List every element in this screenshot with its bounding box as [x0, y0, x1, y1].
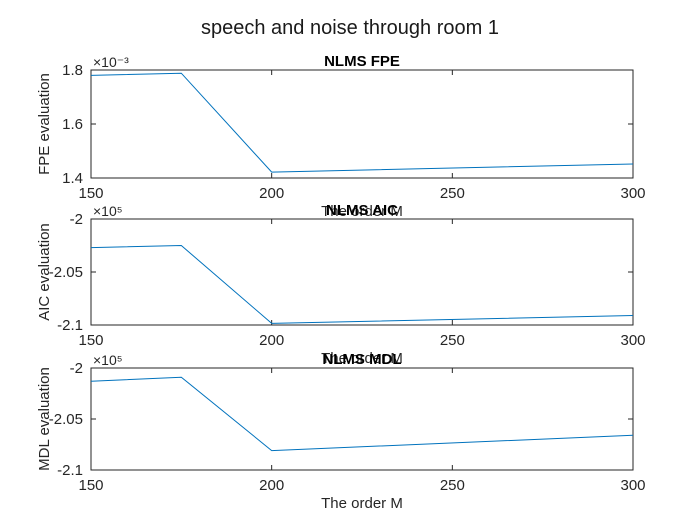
- x-tick-label: 300: [620, 332, 645, 349]
- x-tick-label: 150: [78, 477, 103, 494]
- y-tick-label: -2: [70, 360, 83, 377]
- axes-title: NLMS FPE: [324, 53, 400, 70]
- series-line: [90, 72, 634, 173]
- y-exponent-label: ×10⁵: [93, 203, 123, 219]
- y-exponent-label: ×10⁵: [93, 352, 123, 368]
- series-line: [90, 244, 634, 324]
- x-tick-label: 200: [259, 185, 284, 202]
- y-tick-label: 1.8: [62, 62, 83, 79]
- y-tick-label: -2.1: [57, 462, 83, 479]
- x-axis-label: The order M: [321, 350, 403, 367]
- series-line: [90, 376, 634, 452]
- y-axis-label: MDL evaluation: [36, 367, 53, 471]
- axes-box: [90, 367, 634, 471]
- x-axis-label: The order M: [321, 203, 403, 220]
- x-tick-label: 200: [259, 332, 284, 349]
- x-tick-label: 250: [440, 332, 465, 349]
- x-tick-label: 150: [78, 332, 103, 349]
- y-axis-label: AIC evaluation: [36, 223, 53, 321]
- figure-title: speech and noise through room 1: [201, 17, 499, 39]
- y-tick-label: 1.4: [62, 170, 83, 187]
- axes-title: NLMS AIC: [326, 202, 398, 219]
- x-tick-label: 300: [620, 477, 645, 494]
- y-tick-label: -2.05: [49, 264, 83, 281]
- y-tick-label: -2: [70, 211, 83, 228]
- x-tick-label: 250: [440, 477, 465, 494]
- axes-box: [90, 218, 634, 326]
- x-tick-label: 150: [78, 185, 103, 202]
- x-tick-label: 200: [259, 477, 284, 494]
- y-exponent-label: ×10⁻³: [93, 54, 129, 70]
- x-axis-label: The order M: [321, 495, 403, 512]
- y-axis-label: FPE evaluation: [36, 73, 53, 175]
- axes-box: [90, 69, 634, 179]
- axes-title: NLMS MDL: [322, 351, 401, 368]
- y-tick-label: -2.1: [57, 317, 83, 334]
- y-tick-label: 1.6: [62, 116, 83, 133]
- x-tick-label: 250: [440, 185, 465, 202]
- y-tick-label: -2.05: [49, 411, 83, 428]
- x-tick-label: 300: [620, 185, 645, 202]
